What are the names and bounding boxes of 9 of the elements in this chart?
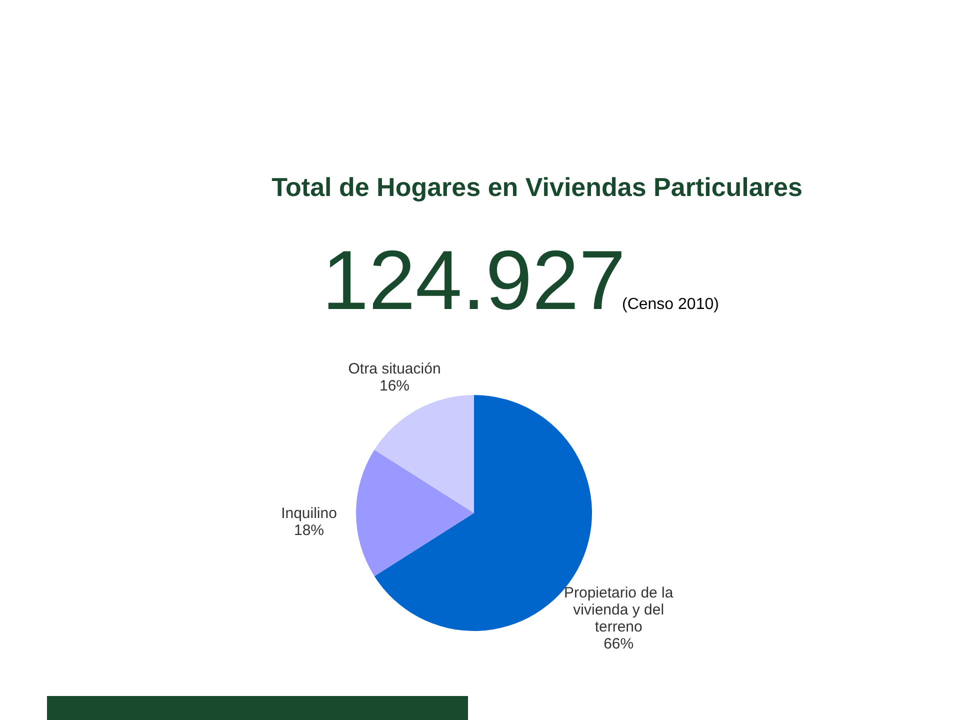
data-label: 16% (379, 377, 410, 394)
slice-label: Inquilino (281, 505, 337, 522)
data-label: 18% (294, 522, 324, 539)
pie-slice (356, 450, 474, 576)
data-label: 66% (604, 635, 634, 652)
pie-slice (374, 395, 474, 513)
chart-title: Total de Hogares en Viviendas Particulares (270, 172, 804, 203)
slice-label: Otra situación (348, 360, 441, 378)
slice-label: Propietario de la vivienda y del terreno (564, 584, 674, 636)
